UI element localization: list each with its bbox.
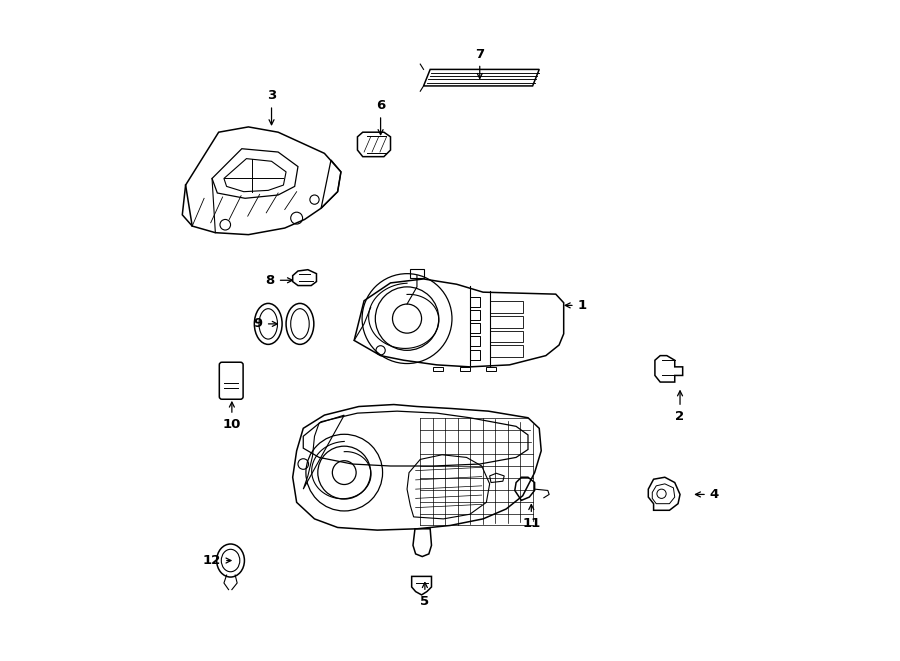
- Text: 3: 3: [267, 89, 276, 125]
- Text: 10: 10: [222, 402, 241, 431]
- Text: 5: 5: [420, 582, 429, 608]
- Text: 8: 8: [266, 274, 292, 287]
- Text: 7: 7: [475, 48, 484, 79]
- Text: 11: 11: [522, 504, 540, 530]
- Text: 4: 4: [696, 488, 719, 501]
- Text: 9: 9: [254, 317, 277, 330]
- Text: 1: 1: [565, 299, 587, 312]
- Text: 2: 2: [676, 391, 685, 423]
- Text: 12: 12: [202, 554, 231, 567]
- Text: 6: 6: [376, 99, 385, 135]
